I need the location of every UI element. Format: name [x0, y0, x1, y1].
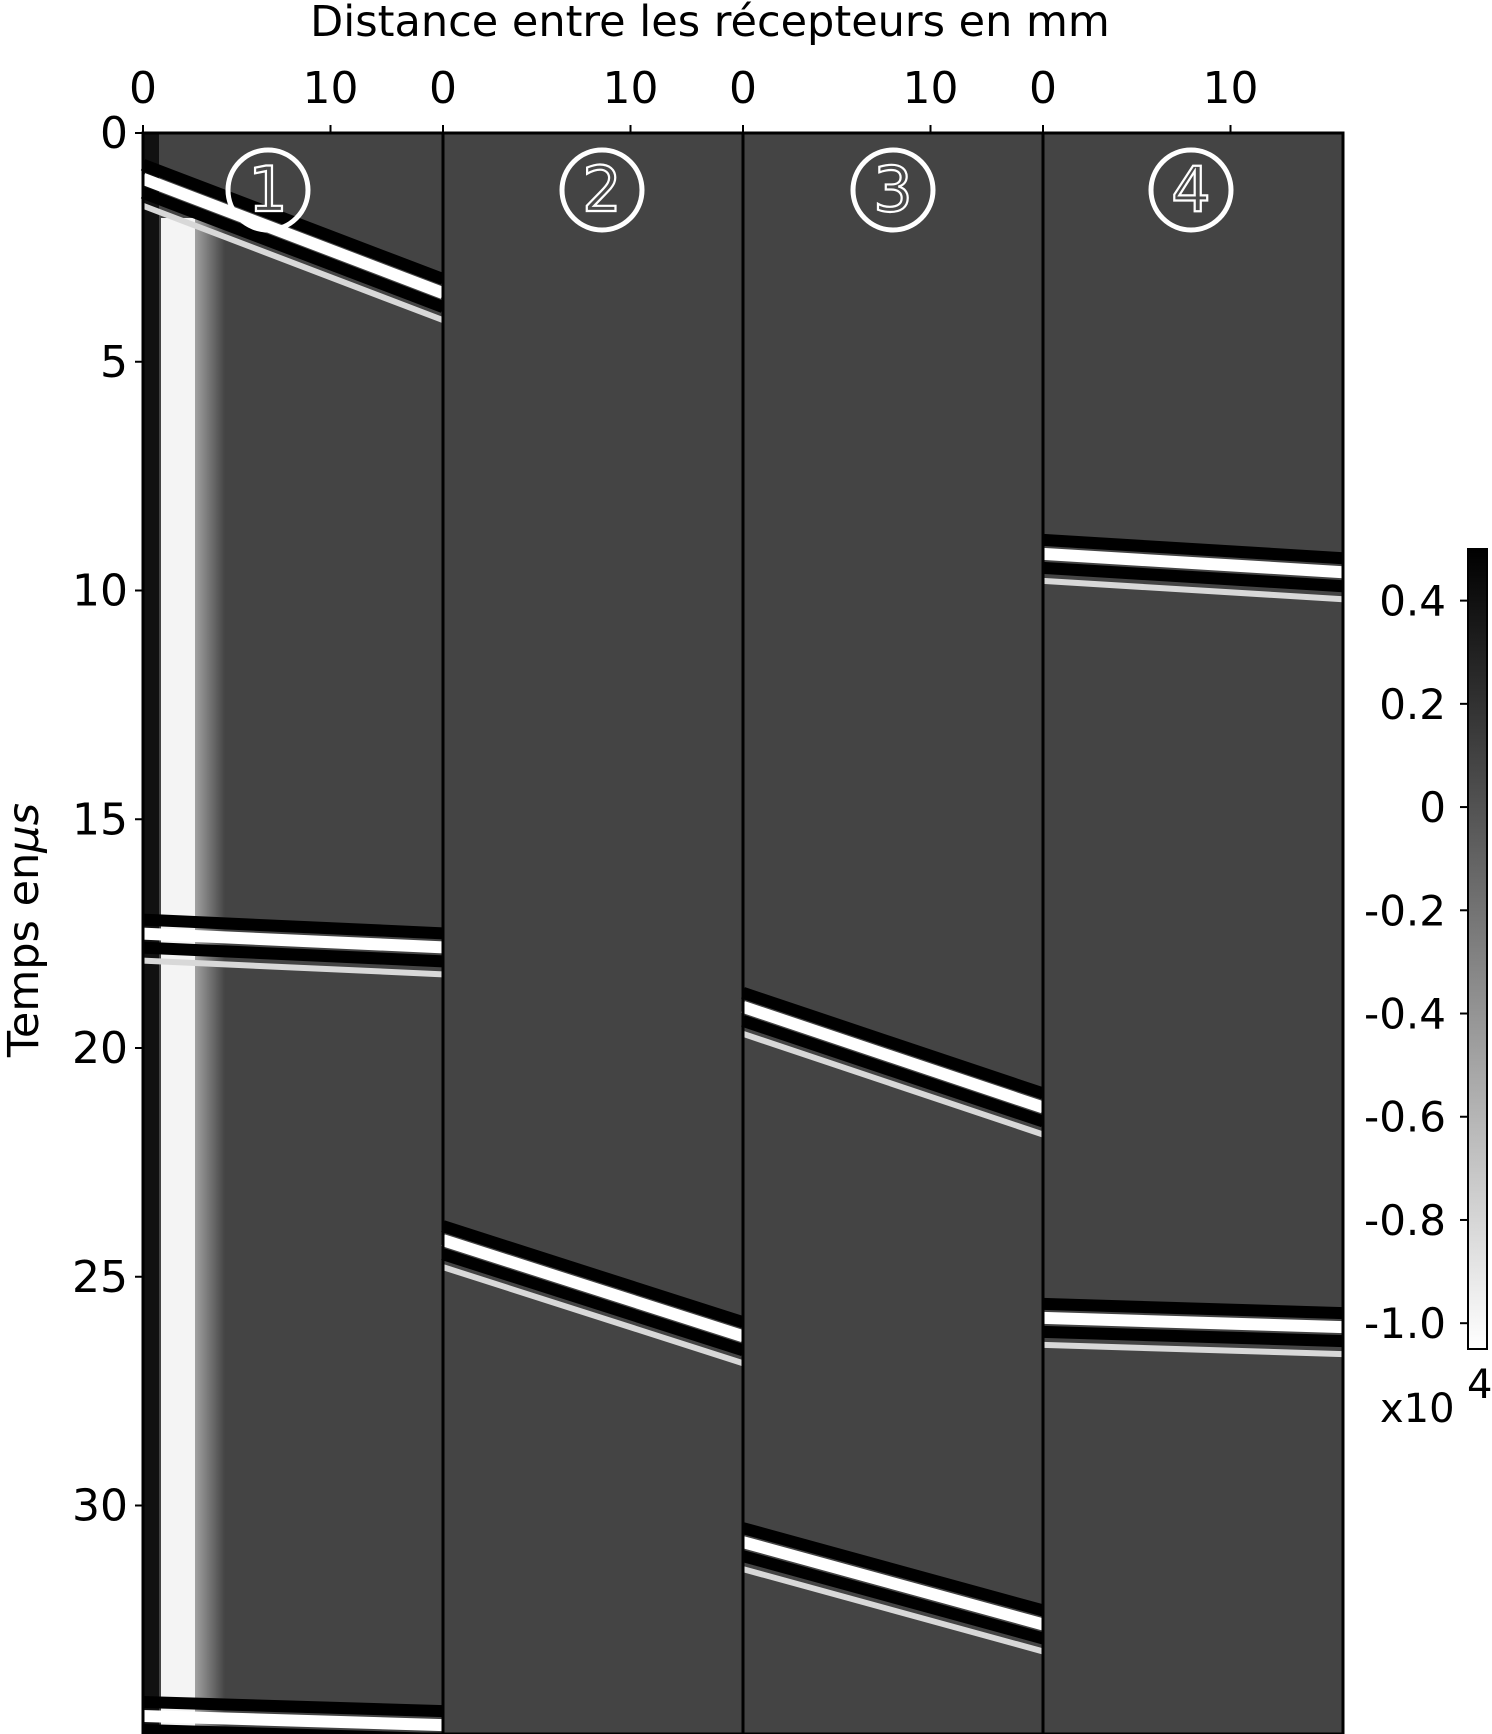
y-tick-label: 0: [100, 108, 128, 159]
colorbar-tick-label: 0: [1419, 783, 1446, 832]
wavefront-band: [142, 1723, 444, 1734]
wavefront-band: [441, 1248, 745, 1356]
colorbar-tick-label: -0.6: [1364, 1093, 1446, 1142]
wavefront-band: [442, 1264, 744, 1367]
x-tick-label: 10: [1203, 63, 1259, 114]
wavefront-band: [441, 1220, 745, 1328]
x-tick-label: 0: [1029, 63, 1057, 114]
axis-ticks-group: 0 10 0 10 0 10 0 10 0 5 10 15 20 25 30: [72, 63, 1259, 1532]
colorbar-tick-label: -0.4: [1364, 990, 1446, 1039]
panel-number-circle: [225, 147, 311, 233]
wavefront-band: [1042, 1325, 1344, 1348]
x-tick-label: 10: [303, 63, 359, 114]
wavefront-band: [1042, 1297, 1344, 1320]
panel-number-label: 4: [1171, 153, 1210, 226]
wavefront: [142, 1695, 444, 1734]
panel-number-circle: [559, 147, 645, 233]
wavefront-band: [1042, 547, 1344, 579]
wavefront: [441, 1220, 745, 1367]
wavefront: [741, 1522, 1045, 1655]
wavefront-band: [741, 1536, 1045, 1631]
colorbar-tick-label: -0.8: [1364, 1196, 1446, 1245]
wavefront-band: [741, 1015, 1045, 1128]
x-tick-label: 0: [729, 63, 757, 114]
wavefront-band: [142, 1695, 444, 1718]
panel-number-label: 1: [248, 153, 287, 226]
wavefront: [142, 913, 444, 978]
wavefront-band: [141, 202, 445, 323]
panel-background: [743, 133, 1043, 1734]
colorbar: 0.4 0.2 0 -0.2 -0.4 -0.6 -0.8 -1.0: [1364, 548, 1488, 1350]
panels-group: 1 2 3 4: [140, 131, 1345, 1734]
panel-number-circle: [1148, 147, 1234, 233]
x-tick-label: 0: [429, 63, 457, 114]
wavefront-band: [742, 1030, 1044, 1138]
x-tick-label: 10: [603, 63, 659, 114]
y-tick-label: 5: [100, 337, 128, 388]
panel-border: [1041, 131, 1345, 1734]
panel-background: [443, 133, 743, 1734]
y-tick-label: 10: [72, 566, 128, 617]
wavefront-band: [1042, 1311, 1344, 1334]
source-trace-glow: [195, 218, 225, 1734]
wavefront-band: [142, 957, 444, 978]
wavefront-band: [441, 1234, 745, 1342]
panel-2: 2: [441, 131, 745, 1734]
wavefront: [1042, 533, 1344, 603]
wavefront-band: [142, 913, 444, 940]
wavefront-band: [1042, 577, 1344, 603]
wavefront-band: [741, 1550, 1045, 1645]
wavefront-band: [741, 1522, 1045, 1617]
wavefront: [1042, 1297, 1344, 1358]
wavefront-band: [1042, 533, 1344, 565]
x-axis-label: Distance entre les récepteurs en mm: [310, 0, 1110, 47]
panel-background: [1043, 133, 1343, 1734]
colorbar-tick-label: 0.4: [1379, 577, 1446, 626]
wavefront-band: [142, 1709, 444, 1732]
wavefront-band: [142, 927, 444, 954]
colorbar-multiplier: x10: [1380, 1386, 1455, 1432]
wavefront-band: [741, 987, 1045, 1100]
source-trace-bright: [161, 218, 195, 1734]
y-tick-label: 15: [72, 794, 128, 845]
wavefront-band: [1042, 561, 1344, 593]
panel-1: 1: [140, 131, 446, 1734]
x-tick-label: 10: [903, 63, 959, 114]
wavefront-band: [140, 173, 446, 299]
y-axis-label-unit: μs: [0, 803, 49, 854]
wavefront-band: [742, 1566, 1044, 1655]
colorbar-tick-label: -0.2: [1364, 886, 1446, 935]
panel-number-label: 2: [582, 153, 621, 226]
colorbar-tick-label: 0.2: [1379, 680, 1446, 729]
y-tick-label: 25: [72, 1252, 128, 1303]
panel-number-circle: [850, 147, 936, 233]
y-axis-label-text: Temps en: [0, 853, 49, 1058]
y-axis-label: Temps enμs: [0, 803, 49, 1058]
wavefront-band: [1042, 1341, 1344, 1358]
wavefront-band: [140, 187, 446, 313]
wavefront: [741, 987, 1045, 1138]
colorbar-ramp: [1467, 548, 1488, 1350]
colorbar-tick-label: -1.0: [1364, 1299, 1446, 1348]
y-tick-label: 20: [72, 1023, 128, 1074]
y-tick-label: 30: [72, 1481, 128, 1532]
panel-number-label: 3: [873, 153, 912, 226]
wavefront-band: [142, 941, 444, 968]
wavefront-band: [741, 1001, 1045, 1114]
colorbar-exponent: 4: [1467, 1362, 1492, 1408]
x-tick-label: 0: [129, 63, 157, 114]
panel-4: 4: [1041, 131, 1345, 1734]
panel-3: 3: [741, 131, 1045, 1734]
